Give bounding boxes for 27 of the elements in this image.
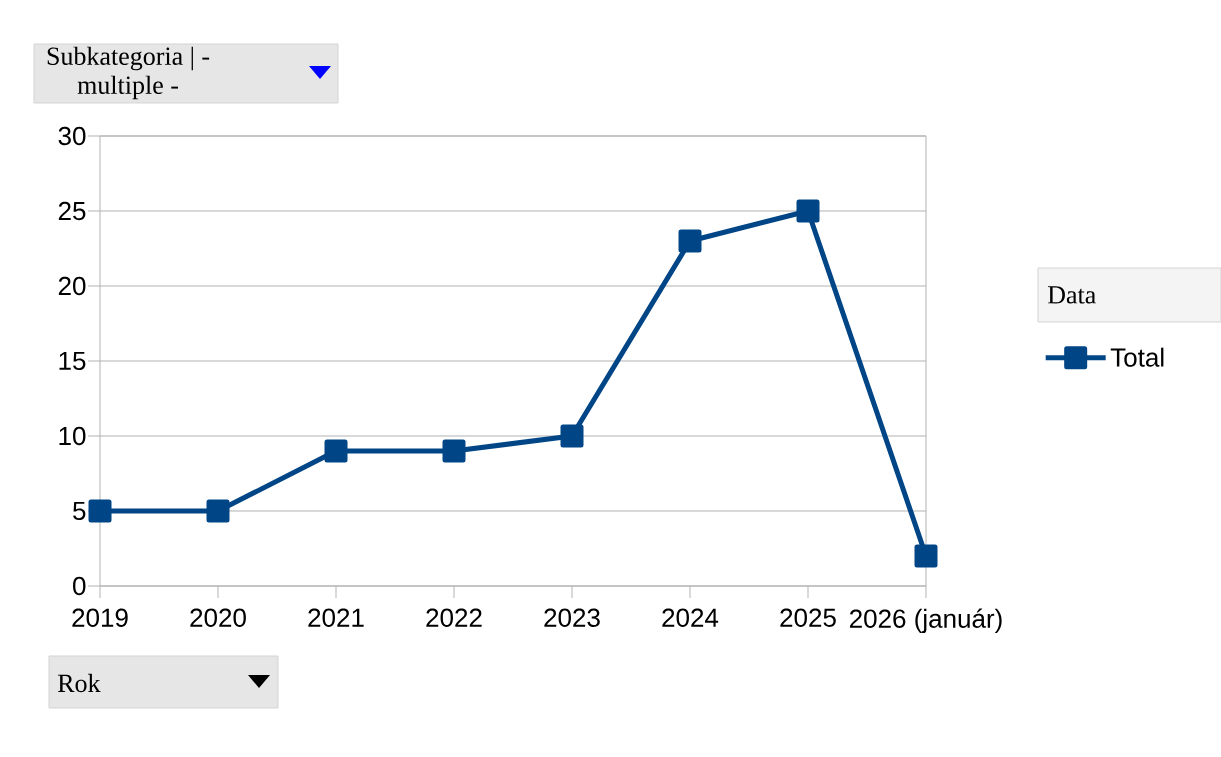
x-tick-label: 2024	[662, 608, 719, 627]
text: Subkategoria | - multiple -	[47, 46, 210, 100]
y-tick-label: 0	[73, 576, 86, 596]
x-axis-title: Rok	[57, 673, 101, 693]
y-tick-label: 5	[73, 501, 86, 521]
point	[206, 499, 230, 523]
y-tick-label: 10	[59, 426, 86, 446]
y-tick-label: 20	[58, 276, 86, 296]
point	[88, 499, 112, 523]
point	[796, 199, 820, 223]
y-tick-label: 25	[58, 201, 86, 221]
y-tick-label: 15	[59, 351, 86, 371]
point	[442, 439, 466, 463]
point	[678, 229, 702, 253]
x-tick-label: 2025	[780, 608, 836, 627]
x-tick-label: 2023	[544, 608, 600, 627]
x-tick-label: 2021	[308, 608, 364, 627]
point	[560, 424, 584, 448]
legend-title: Data	[1047, 286, 1096, 304]
point	[914, 544, 938, 568]
x-tick-label: 2020	[190, 608, 246, 627]
legend-label: Total	[1110, 347, 1164, 367]
x-tick-label: 2022	[426, 608, 482, 627]
x-tick-label: 2019	[72, 608, 128, 627]
point	[324, 439, 348, 463]
y-tick-label: 30	[58, 126, 86, 146]
x-tick-label: 2026 (január)	[849, 608, 1002, 634]
